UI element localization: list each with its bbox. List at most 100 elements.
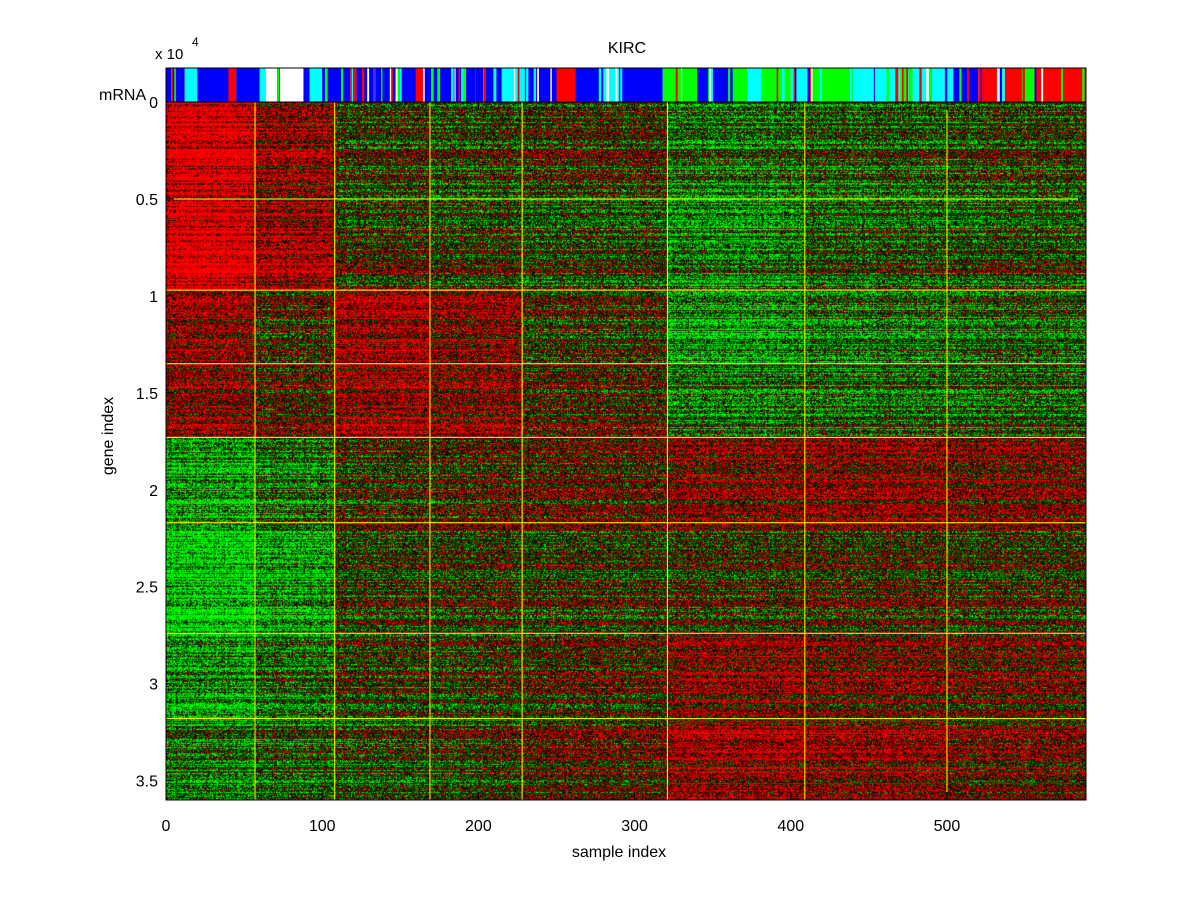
strip-block [809,68,851,102]
strip-streak [675,68,678,102]
strip-streak [776,68,779,102]
strip-streak [381,68,383,102]
strip-streak [461,68,464,102]
strip-streak [1077,68,1081,102]
heatmap-image [166,102,1086,800]
strip-streak [517,68,520,102]
strip-streak [607,68,610,102]
strip-block [415,68,424,102]
strip-streak [533,68,537,102]
strip-streak [710,68,713,102]
strip-block [728,68,748,102]
strip-streak [926,68,929,102]
strip-streak [621,68,623,102]
expression-heatmap [166,102,1086,800]
strip-streak [967,68,969,102]
strip-streak [341,68,344,102]
strip-block [259,68,266,102]
strip-streak [171,68,173,102]
strip-streak [886,68,889,102]
strip-streak [730,68,733,102]
strip-streak [1082,68,1085,102]
strip-streak [483,68,485,102]
strip-streak [967,68,971,102]
strip-streak [537,68,539,102]
strip-streak [680,68,683,102]
strip-streak [819,68,822,102]
y-tick-label: 2.5 [136,580,158,597]
y-axis-label: gene index [100,397,117,475]
strip-streak [944,68,948,102]
strip-block [528,68,557,102]
y-tick-label: 2 [149,483,158,500]
mrna-strip-label: mRNA [99,87,146,104]
strip-streak [709,68,711,102]
strip-streak [807,68,810,102]
strip-streak [708,68,710,102]
strip-streak [361,68,365,102]
x-tick-label: 200 [465,818,492,835]
strip-streak [277,68,280,102]
strip-streak [454,68,456,102]
y-tick-label: 3 [149,677,158,694]
strip-block [228,68,237,102]
y-axis-exponent-base: x 10 [155,46,183,63]
strip-block [978,68,997,102]
strip-streak [450,68,454,102]
strip-block [618,68,663,102]
strip-streak [1063,68,1065,102]
strip-streak [598,68,602,102]
strip-streak [367,68,370,102]
strip-block [280,68,304,102]
strip-streak [373,68,375,102]
strip-streak [484,68,486,102]
strip-streak [615,68,618,102]
strip-block [1021,68,1035,102]
strip-block [350,68,357,102]
cluster-boundary-lines [166,102,1086,800]
strip-streak [810,68,813,102]
strip-streak [1022,68,1025,102]
strip-streak [391,68,393,102]
strip-streak [980,68,983,102]
strip-streak [324,68,328,102]
x-tick-label: 100 [309,818,336,835]
strip-streak [1061,68,1064,102]
strip-block [184,68,198,102]
strip-streak [437,68,441,102]
chart-title: KIRC [608,40,646,57]
strip-streak [851,68,853,102]
strip-streak [174,68,176,102]
strip-streak [959,68,962,102]
strip-streak [906,68,909,102]
strip-block [303,68,310,102]
y-tick-label: 0 [149,95,158,112]
x-axis-ticks: 0 100 200 300 400 500 [162,102,960,835]
x-tick-label: 0 [162,818,171,835]
strip-block [197,68,229,102]
y-tick-label: 1 [149,289,158,306]
strip-streak [873,68,875,102]
strip-streak [606,68,608,102]
strip-block [662,68,698,102]
x-tick-label: 400 [777,818,804,835]
strip-streak [1034,68,1037,102]
x-axis-label: sample index [572,844,666,861]
strip-streak [794,68,797,102]
strip-streak [1001,68,1005,102]
strip-streak [493,68,497,102]
strip-streak [999,68,1002,102]
strip-streak [781,68,785,102]
strip-streak [929,68,933,102]
strip-streak [754,68,757,102]
strip-streak [397,68,399,102]
strip-streak [463,68,467,102]
strip-block [1004,68,1022,102]
strip-streak [761,68,764,102]
strip-streak [768,68,771,102]
strip-streak [458,68,461,102]
strip-streak [902,68,904,102]
y-tick-label: 1.5 [136,386,158,403]
y-axis-exponent-power: 4 [192,35,199,49]
strip-streak [1041,68,1044,102]
